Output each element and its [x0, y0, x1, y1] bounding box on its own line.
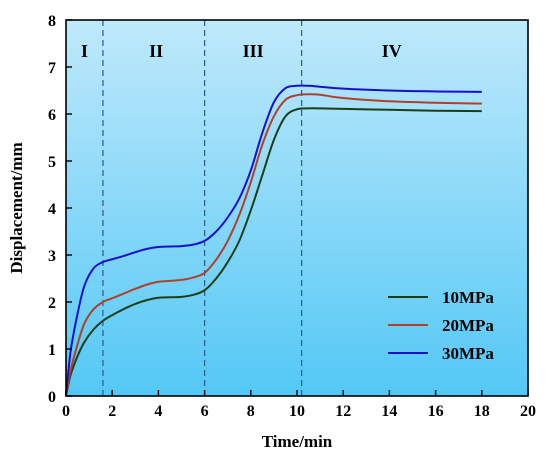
x-tick-label: 10 [289, 403, 305, 420]
y-tick-label: 4 [48, 201, 56, 218]
series-line-30MPa [65, 84, 482, 397]
stage-label: III [243, 41, 264, 61]
legend-label: 20MPa [442, 316, 494, 335]
x-tick-label: 12 [335, 403, 351, 420]
x-tick-label: 8 [247, 403, 255, 420]
series-line-20MPa [65, 93, 482, 397]
x-tick-label: 4 [154, 403, 162, 420]
y-tick-label: 8 [48, 13, 56, 30]
x-tick-label: 16 [428, 403, 444, 420]
x-tick-label: 14 [381, 403, 397, 420]
plot-area [66, 20, 528, 396]
x-axis-title: Time/min [262, 432, 333, 451]
y-tick-label: 7 [48, 60, 56, 77]
x-tick-label: 20 [520, 403, 536, 420]
x-tick-label: 18 [474, 403, 490, 420]
x-tick-label: 6 [201, 403, 209, 420]
legend-label: 30MPa [442, 344, 494, 363]
stage-label: IV [382, 41, 402, 61]
x-tick-label: 0 [62, 403, 70, 420]
legend-label: 10MPa [442, 288, 494, 307]
y-axis-title: Displacement/mm [7, 142, 26, 273]
x-tick-label: 2 [108, 403, 116, 420]
stage-label: I [81, 41, 88, 61]
y-tick-label: 3 [48, 248, 56, 265]
series-line-10MPa [65, 107, 482, 397]
y-tick-label: 0 [48, 389, 56, 406]
stage-label: II [149, 41, 163, 61]
y-tick-label: 5 [48, 154, 56, 171]
y-tick-label: 6 [48, 107, 56, 124]
y-tick-label: 1 [48, 342, 56, 359]
y-tick-label: 2 [48, 295, 56, 312]
